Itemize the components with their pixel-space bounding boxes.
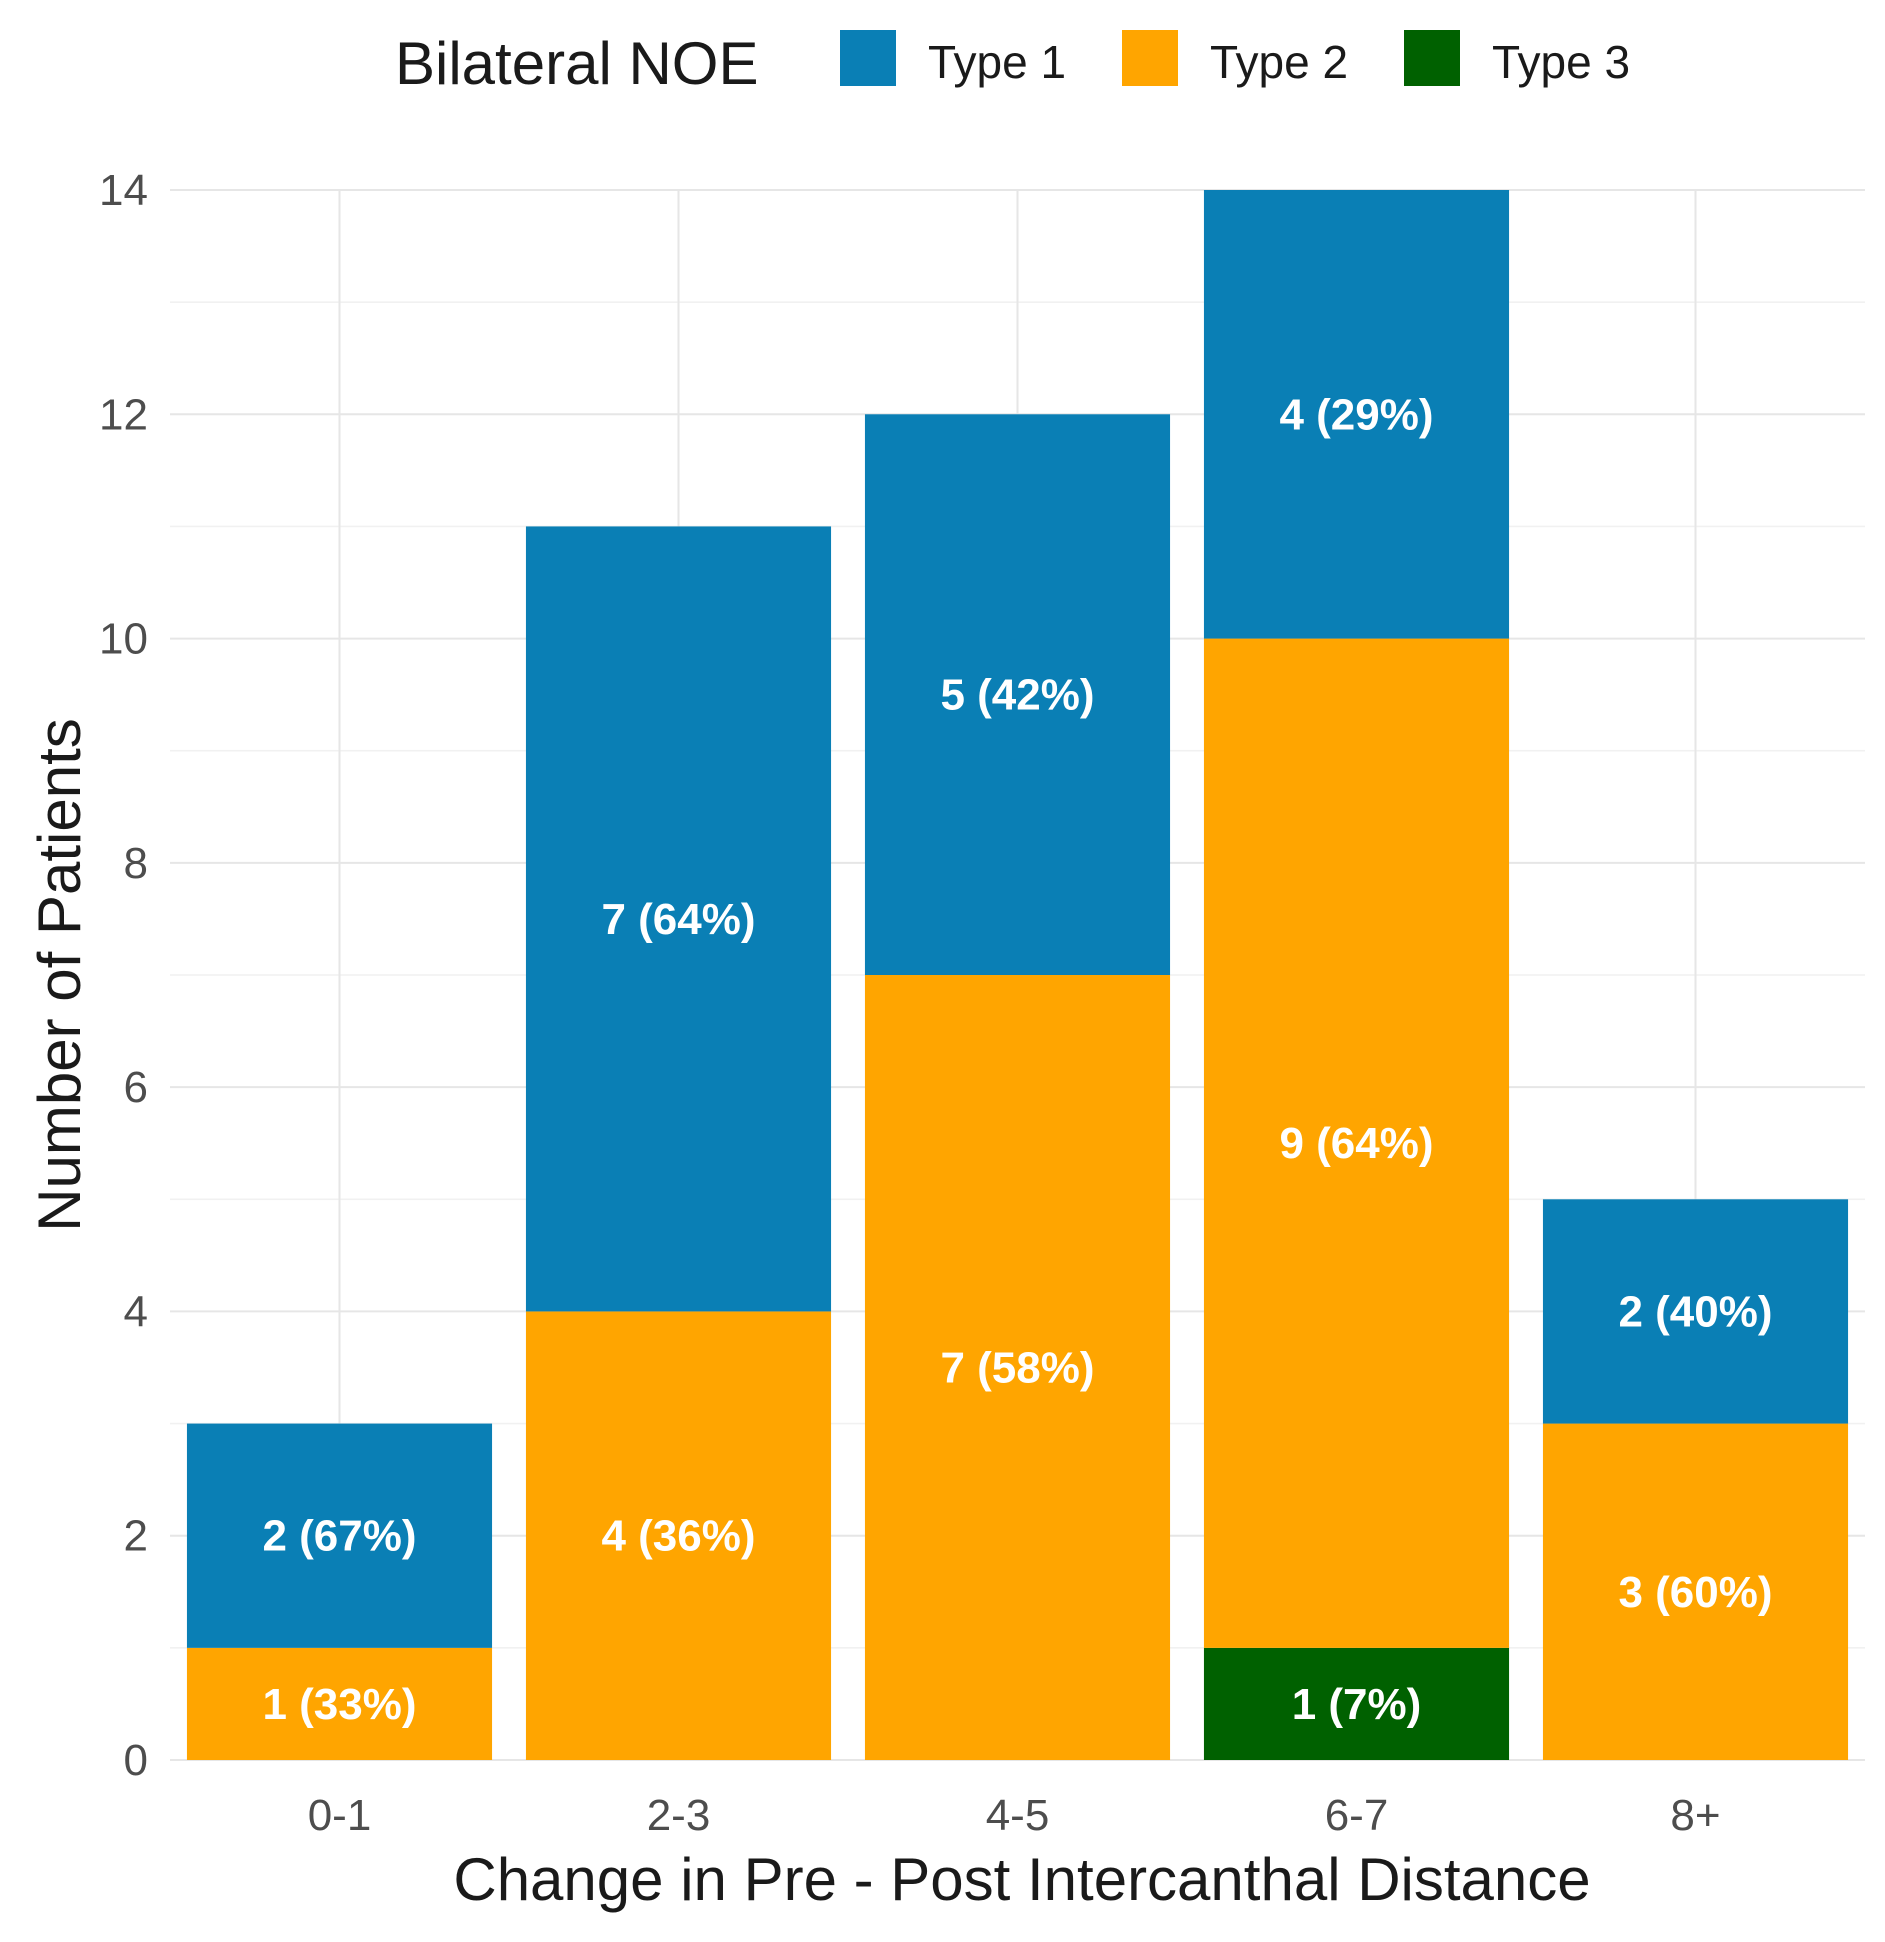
bar-label-type-1: 2 (40%) [1618,1287,1772,1336]
x-tick-label: 2-3 [647,1791,711,1840]
bar-type-2-4-5 [864,975,1171,1760]
bar-type-1-6-7 [1203,190,1510,639]
legend-label-type-1: Type 1 [928,36,1066,88]
legend: Bilateral NOE Type 1 Type 2 Type 3 [395,30,1630,97]
bar-label-type-2: 3 (60%) [1618,1568,1772,1617]
bar-label-type-2: 7 (58%) [940,1344,1094,1393]
bar-type-2-6-7 [1203,638,1510,1648]
bars [186,190,1849,1760]
legend-key-type-2 [1122,30,1178,86]
bar-type-2-2-3 [525,1311,832,1760]
bar-type-1-0-1 [186,1423,493,1648]
bar-label-type-1: 4 (29%) [1279,390,1433,439]
bar-label-type-1: 7 (64%) [601,895,755,944]
bar-type-1-8+ [1542,1199,1849,1424]
bar-type-1-4-5 [864,414,1171,975]
y-tick-label: 6 [124,1063,148,1112]
legend-label-type-3: Type 3 [1492,36,1630,88]
x-tick-label: 0-1 [308,1791,372,1840]
axes: 0 2 4 6 8 10 12 14 0-1 2-3 4-5 6-7 8+ [99,166,1721,1840]
x-axis-title: Change in Pre - Post Intercanthal Distan… [453,1846,1590,1913]
bar-type-2-0-1 [186,1647,493,1760]
bar-label-type-3: 1 (7%) [1292,1680,1422,1729]
y-axis-title: Number of Patients [26,718,93,1232]
bar-label-type-2: 1 (33%) [262,1680,416,1729]
bar-label-type-1: 2 (67%) [262,1512,416,1561]
y-tick-label: 2 [124,1512,148,1561]
bar-labels: 1 (33%) 2 (67%) 4 (36%) 7 (64%) 7 (58%) 5 (42… [262,390,1772,1729]
legend-key-type-1 [840,30,896,86]
x-tick-label: 6-7 [1325,1791,1389,1840]
y-tick-label: 0 [124,1736,148,1785]
x-tick-label: 8+ [1670,1791,1720,1840]
bar-type-1-2-3 [525,526,832,1312]
legend-key-type-3 [1404,30,1460,86]
legend-label-type-2: Type 2 [1210,36,1348,88]
y-tick-label: 10 [99,615,148,664]
y-tick-label: 4 [124,1287,148,1336]
x-tick-label: 4-5 [986,1791,1050,1840]
bar-type-3-6-7 [1203,1647,1510,1760]
bar-label-type-2: 9 (64%) [1279,1119,1433,1168]
y-tick-label: 12 [99,390,148,439]
bar-type-2-8+ [1542,1423,1849,1760]
bar-label-type-1: 5 (42%) [940,671,1094,720]
legend-title: Bilateral NOE [395,30,758,97]
bar-label-type-2: 4 (36%) [601,1512,755,1561]
y-tick-label: 8 [124,839,148,888]
y-tick-label: 14 [99,166,148,215]
